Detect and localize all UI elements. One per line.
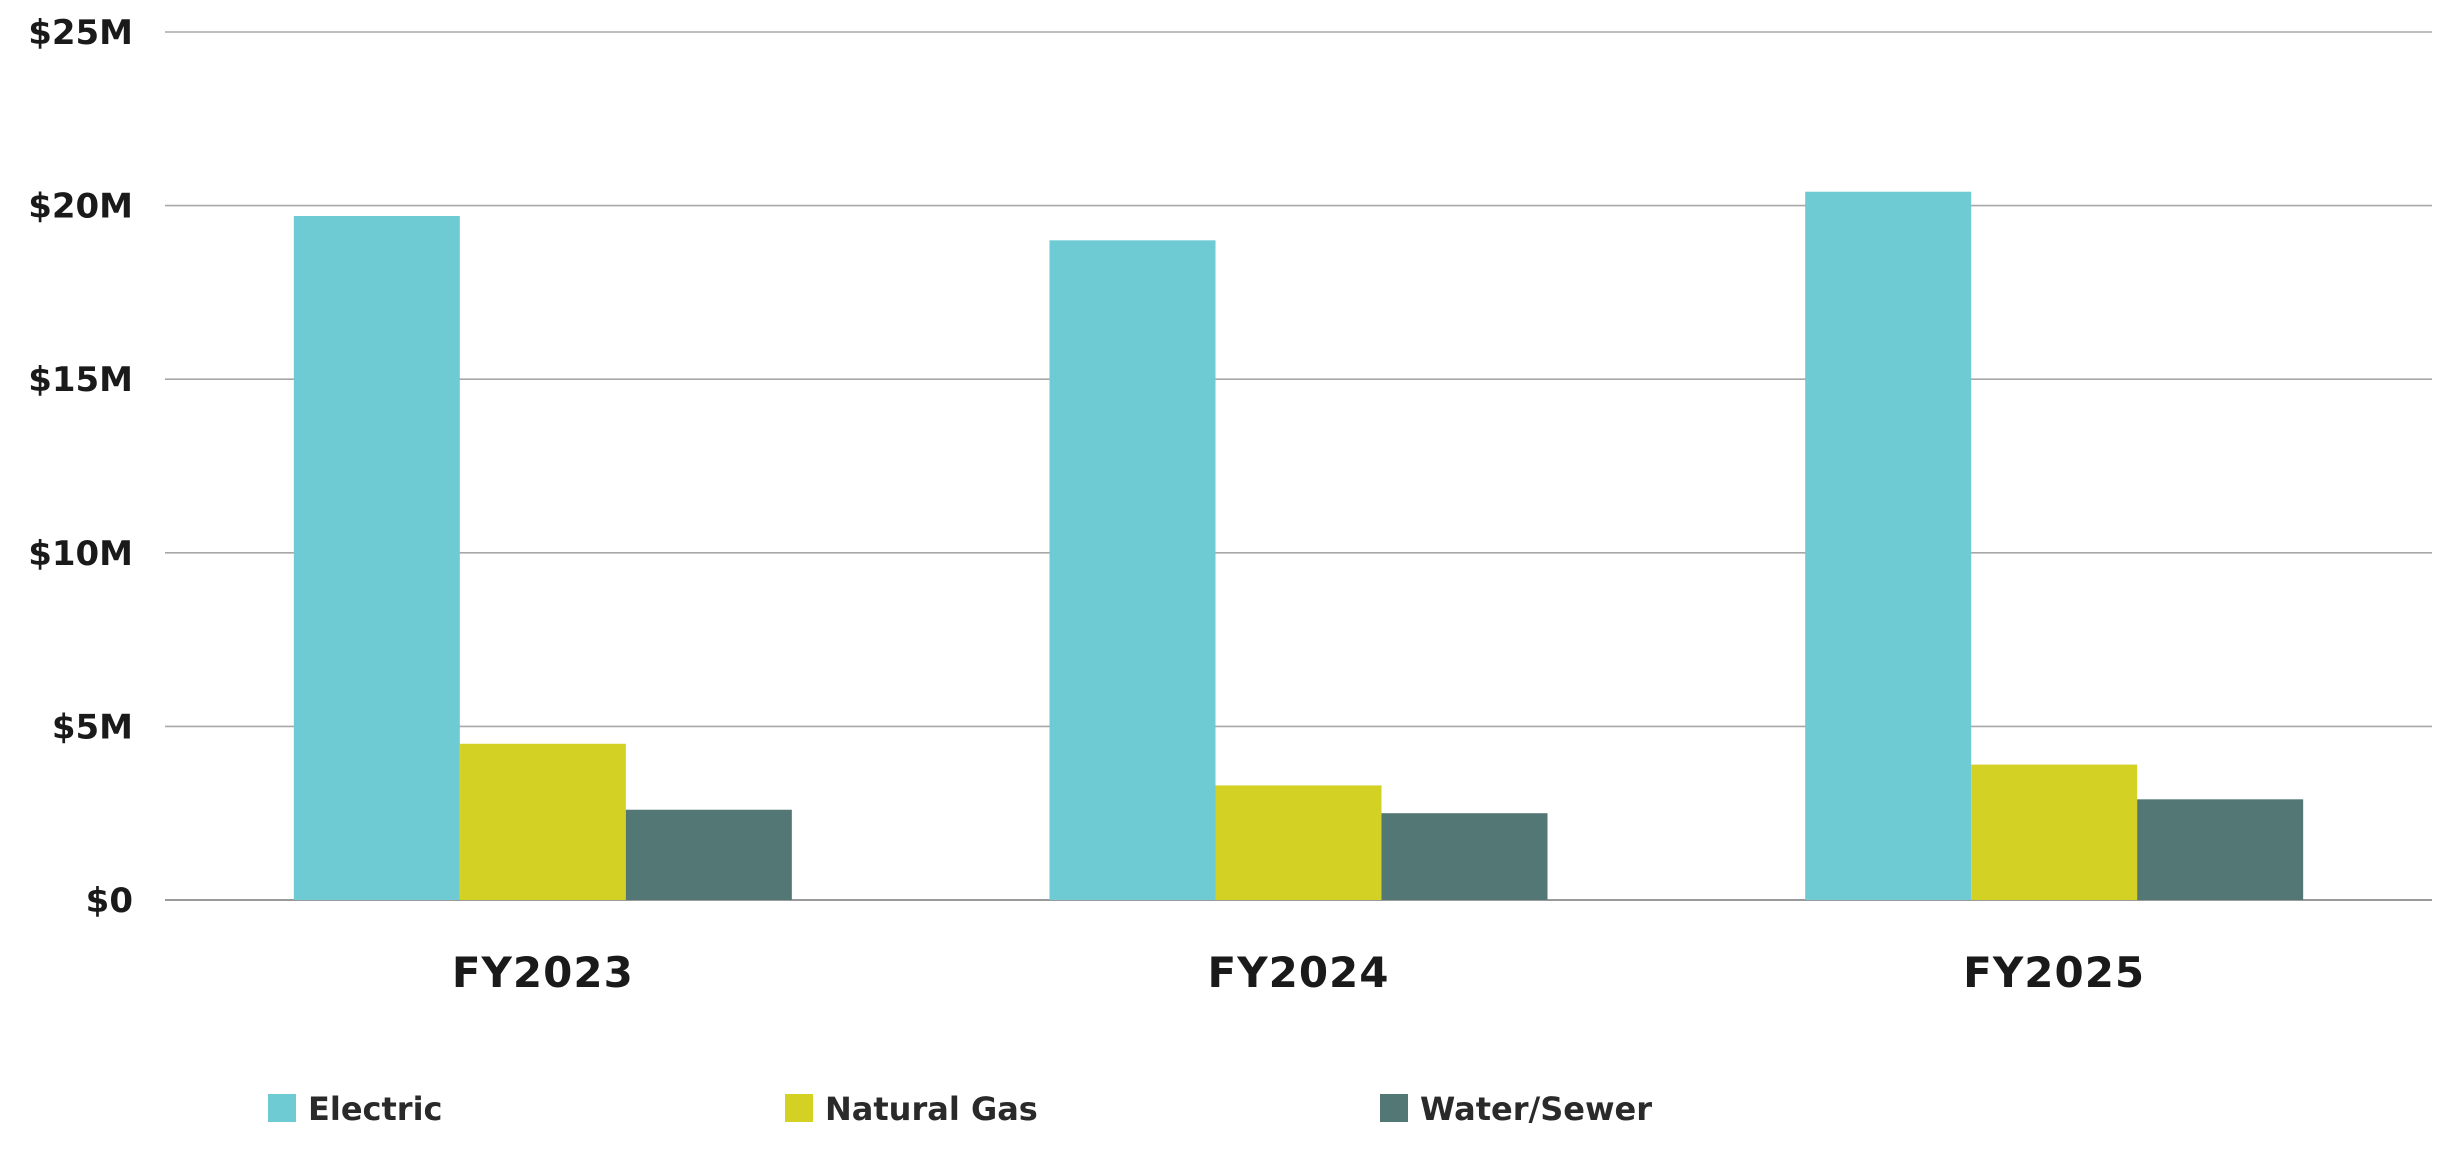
legend-item: Natural Gas [785,1090,1038,1128]
legend-swatch [785,1094,813,1122]
legend-swatch [268,1094,296,1122]
x-tick-label: FY2024 [1208,948,1390,997]
legend-item: Water/Sewer [1380,1090,1652,1128]
x-axis-category-labels: FY2023 FY2024 FY2025 [452,948,2145,997]
x-tick-label: FY2023 [452,948,634,997]
bar-water-sewer-fy2025 [2137,799,2304,900]
bar-natural-gas-fy2023 [459,743,626,900]
y-axis-tick-labels: $0 $5M $10M $15M $20M $25M [28,13,133,921]
y-tick-label: $20M [28,187,133,227]
x-tick-label: FY2025 [1963,948,2145,997]
legend-swatch [1380,1094,1408,1122]
legend-label: Water/Sewer [1420,1090,1652,1128]
y-tick-label: $5M [52,707,133,747]
legend-label: Electric [308,1090,443,1128]
bar-electric-fy2024 [1049,240,1216,900]
y-tick-label: $15M [28,360,133,400]
bar-water-sewer-fy2023 [625,809,792,900]
bar-water-sewer-fy2024 [1381,813,1548,900]
bars [293,191,2304,901]
legend-item: Electric [268,1090,443,1128]
legend: Electric Natural Gas Water/Sewer [268,1090,1652,1128]
bar-natural-gas-fy2024 [1215,785,1382,900]
y-tick-label: $0 [86,881,133,921]
y-tick-label: $10M [28,534,133,574]
legend-label: Natural Gas [825,1090,1038,1128]
bar-electric-fy2023 [293,216,460,901]
bar-natural-gas-fy2025 [1971,764,2138,900]
y-tick-label: $25M [28,13,133,53]
bar-electric-fy2025 [1805,191,1972,900]
